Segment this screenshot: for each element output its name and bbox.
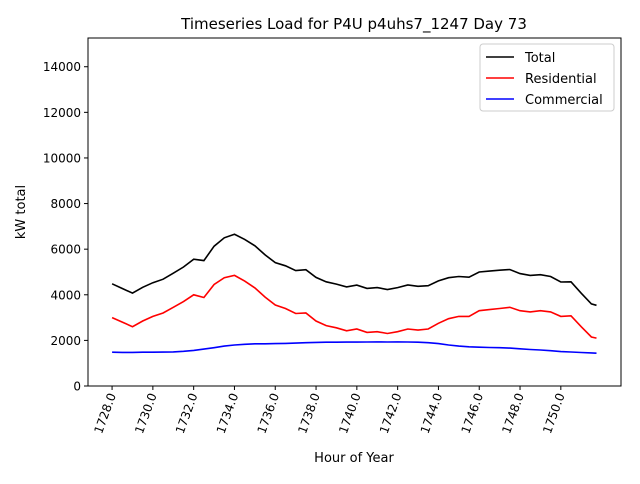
x-tick-label: 1740.0	[336, 391, 364, 435]
y-tick-label: 8000	[50, 197, 81, 211]
y-tick-label: 14000	[43, 60, 81, 74]
y-tick-label: 4000	[50, 288, 81, 302]
legend: Total Residential Commercial	[479, 43, 615, 112]
y-tick-label: 2000	[50, 334, 81, 348]
y-tick-label: 0	[73, 380, 81, 394]
y-tick-label: 6000	[50, 243, 81, 257]
legend-label-residential: Residential	[525, 72, 597, 87]
x-tick-label: 1738.0	[295, 391, 323, 435]
x-tick-label: 1742.0	[377, 391, 405, 435]
x-tick-label: 1750.0	[540, 391, 568, 435]
legend-box	[479, 43, 615, 112]
series-line-commercial	[112, 341, 597, 354]
series-line-total	[111, 233, 597, 307]
x-tick-label: 1728.0	[91, 391, 119, 435]
y-tick-label: 12000	[43, 106, 81, 120]
x-tick-label: 1736.0	[255, 391, 283, 435]
y-tick-label: 10000	[43, 151, 81, 165]
y-axis-label: kW total	[14, 185, 29, 239]
x-tick-label: 1730.0	[132, 391, 160, 435]
legend-label-total: Total	[524, 51, 555, 66]
chart-title: Timeseries Load for P4U p4uhs7_1247 Day …	[180, 15, 527, 34]
x-axis-label: Hour of Year	[314, 451, 394, 466]
x-tick-label: 1732.0	[173, 391, 201, 435]
series-line-residential	[111, 274, 597, 339]
x-tick-label: 1744.0	[418, 391, 446, 435]
legend-label-commercial: Commercial	[525, 93, 603, 108]
x-tick-label: 1748.0	[499, 391, 527, 435]
plot-frame	[87, 37, 622, 387]
x-tick-label: 1746.0	[459, 391, 487, 435]
x-tick-label: 1734.0	[214, 391, 242, 435]
